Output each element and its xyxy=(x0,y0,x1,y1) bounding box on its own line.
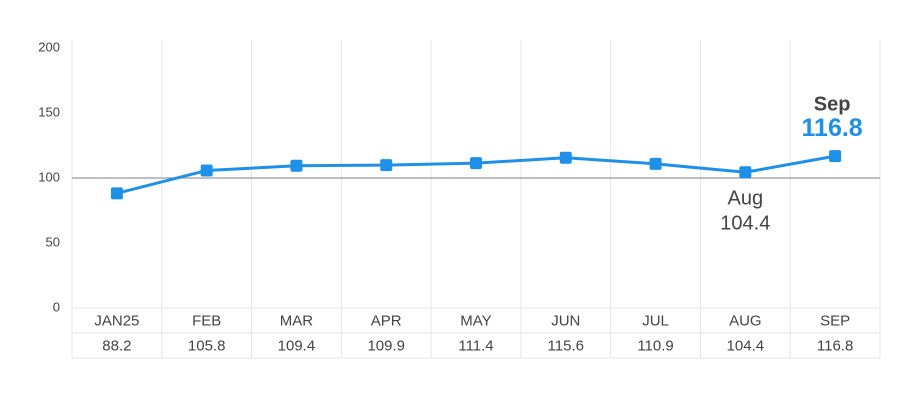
data-marker xyxy=(559,151,572,164)
y-tick-label: 100 xyxy=(38,169,60,184)
annotation-value: 116.8 xyxy=(802,114,863,142)
y-tick-label: 50 xyxy=(46,234,60,249)
x-tick-label: APR xyxy=(371,312,402,329)
data-marker xyxy=(470,157,482,170)
data-marker xyxy=(110,187,123,200)
annotation-value: 104.4 xyxy=(720,213,770,235)
data-marker xyxy=(200,164,213,177)
x-tick-label: JAN25 xyxy=(94,312,139,329)
table-value: 104.4 xyxy=(727,337,765,354)
data-marker xyxy=(290,159,303,172)
annotation-label: Sep xyxy=(814,93,851,115)
x-tick-label: FEB xyxy=(192,312,221,329)
y-tick-label: 200 xyxy=(38,39,60,54)
y-tick-label: 0 xyxy=(53,299,60,314)
x-tick-label: JUN xyxy=(551,312,580,329)
data-marker xyxy=(380,159,393,172)
table-value: 88.2 xyxy=(102,337,131,354)
data-marker xyxy=(739,166,752,179)
data-marker xyxy=(649,157,662,170)
y-tick-label: 150 xyxy=(38,104,60,119)
x-tick-label: AUG xyxy=(729,312,762,329)
x-tick-label: MAR xyxy=(280,312,314,329)
table-value: 109.9 xyxy=(367,337,405,354)
table-value: 110.9 xyxy=(637,337,673,354)
annotation-label: Aug xyxy=(728,188,764,210)
table-value: 105.8 xyxy=(188,337,226,354)
table-value: 109.4 xyxy=(278,337,316,354)
table-value: 116.8 xyxy=(817,337,853,354)
x-tick-label: SEP xyxy=(820,312,850,329)
table-value: 111.4 xyxy=(458,337,493,354)
x-tick-label: JUL xyxy=(642,312,669,329)
x-tick-label: MAY xyxy=(460,312,491,329)
data-marker xyxy=(829,150,842,163)
table-value: 115.6 xyxy=(548,337,584,354)
